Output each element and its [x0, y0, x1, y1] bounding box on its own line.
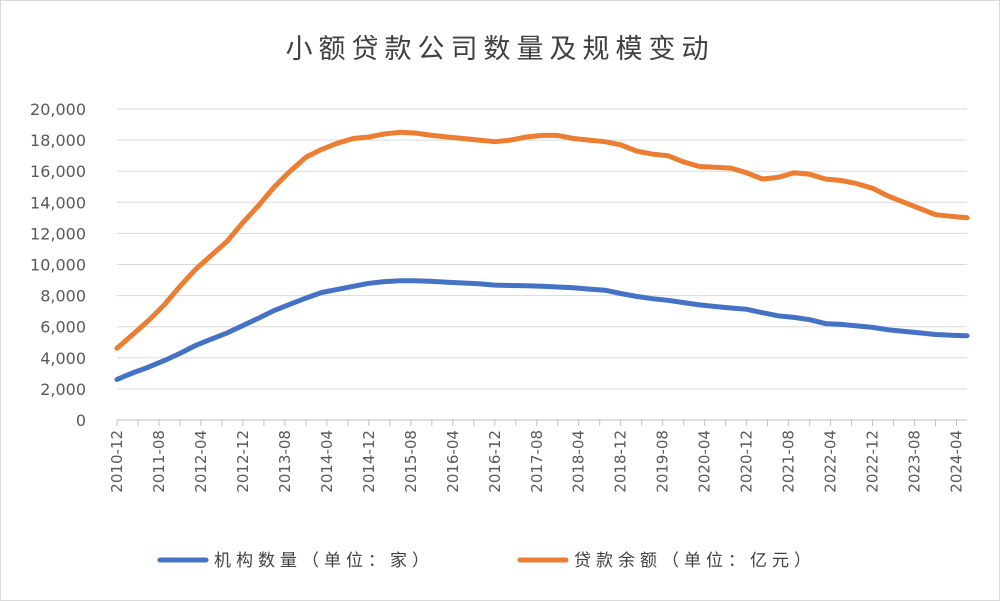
x-axis: 2010-12 2011-08 2012-04 2012-12 2013-08 2014-… [108, 420, 966, 493]
series-line-institutions [114, 278, 970, 382]
legend-label: 机构数量（单位：家） [214, 551, 434, 571]
y-tick-label: 16,000 [30, 162, 86, 181]
y-axis: 0 2,000 4,000 6,000 8,000 10,000 12,000 14,000 1… [30, 100, 86, 430]
x-tick-label: 2023-08 [906, 430, 924, 493]
chart-title: 小额贷款公司数量及规模变动 [286, 34, 715, 65]
x-tick-label: 2022-12 [864, 430, 882, 493]
y-tick-label: 6,000 [40, 318, 86, 337]
y-tick-label: 8,000 [40, 287, 86, 306]
y-tick-label: 10,000 [30, 256, 86, 275]
x-tick-label: 2011-08 [150, 430, 168, 493]
legend: 机构数量（单位：家） 贷款余额（单位：亿元） [157, 551, 816, 571]
x-tick-label: 2016-04 [444, 430, 462, 493]
x-tick-label: 2015-08 [402, 430, 420, 493]
x-tick-label: 2022-04 [822, 430, 840, 493]
x-tick-label: 2013-08 [276, 430, 294, 493]
x-tick-label: 2020-12 [738, 430, 756, 493]
x-tick-label: 2020-04 [696, 430, 714, 493]
x-tick-label: 2014-04 [318, 430, 336, 493]
series-line-loan-balance [114, 129, 970, 351]
x-tick-label: 2016-12 [486, 430, 504, 493]
x-tick-label: 2018-12 [612, 430, 630, 493]
y-tick-label: 20,000 [30, 100, 86, 119]
y-tick-label: 14,000 [30, 193, 86, 212]
y-tick-label: 12,000 [30, 224, 86, 243]
x-tick-label: 2010-12 [108, 430, 126, 493]
x-tick-label: 2024-04 [948, 430, 966, 493]
y-tick-label: 18,000 [30, 131, 86, 150]
x-tick-label: 2018-04 [570, 430, 588, 493]
x-tick-label: 2021-08 [780, 430, 798, 493]
x-tick-label: 2019-08 [654, 430, 672, 493]
x-tick-label: 2017-08 [528, 430, 546, 493]
legend-label: 贷款余额（单位：亿元） [574, 551, 816, 571]
x-tick-label: 2012-04 [192, 430, 210, 493]
y-tick-label: 2,000 [40, 380, 86, 399]
y-tick-label: 0 [76, 411, 86, 430]
x-tick-label: 2012-12 [234, 430, 252, 493]
x-tick-label: 2014-12 [360, 430, 378, 493]
y-tick-label: 4,000 [40, 349, 86, 368]
gridlines [117, 108, 967, 421]
series-layer [114, 129, 970, 382]
